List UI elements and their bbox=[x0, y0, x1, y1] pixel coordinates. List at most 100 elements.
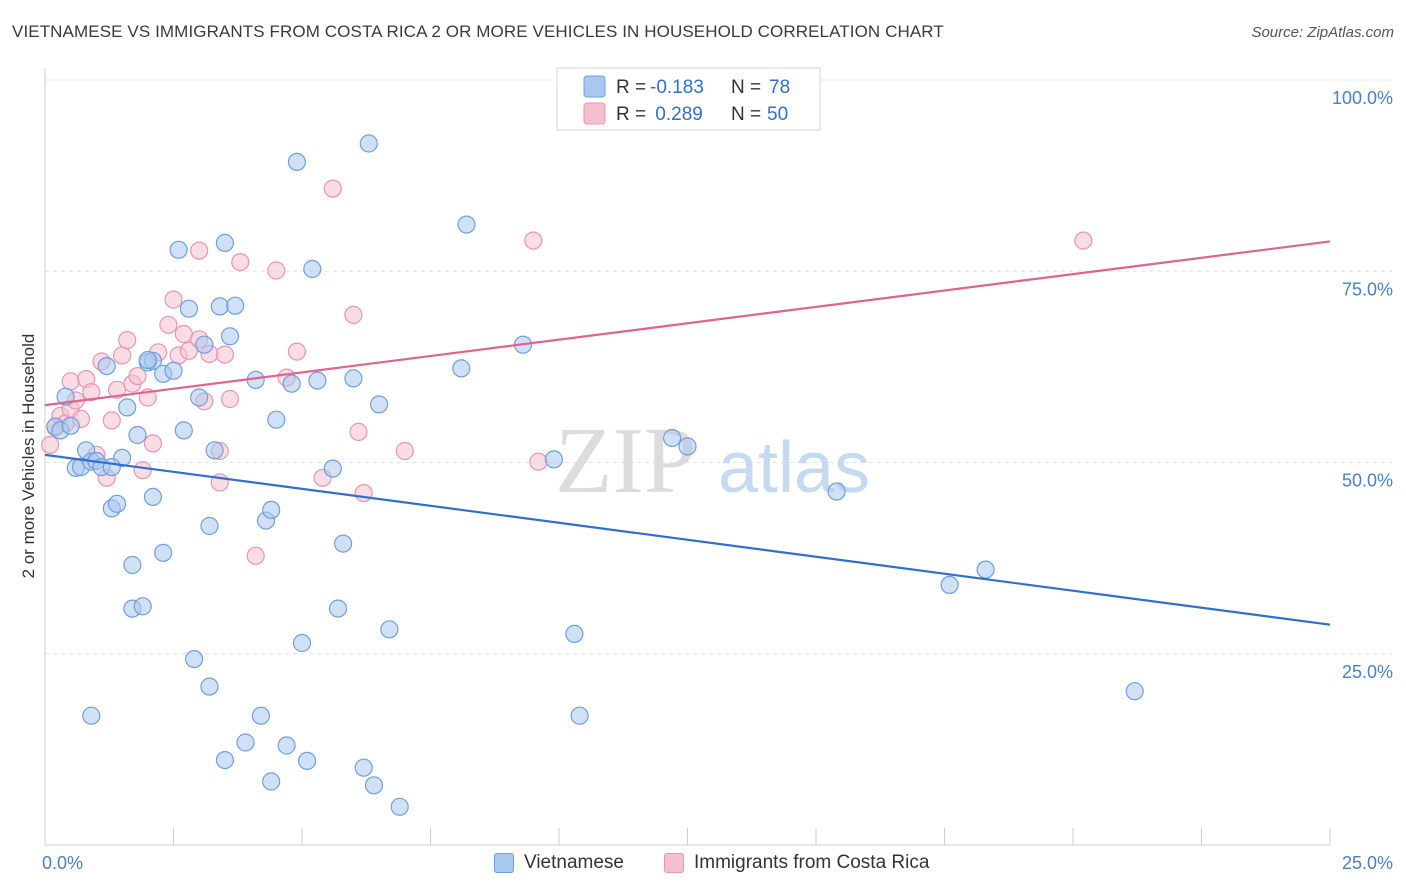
x-tick-labels: 0.0% 25.0% bbox=[42, 853, 1393, 873]
costa-rica-point-13 bbox=[102, 411, 121, 430]
costa-rica-point-41 bbox=[323, 179, 342, 198]
costa-rica-point-45 bbox=[395, 441, 414, 461]
y-tick-labels: 25.0% 50.0% 75.0% 100.0% bbox=[1332, 88, 1393, 682]
trend-lines bbox=[44, 240, 1331, 626]
watermark-atlas: atlas bbox=[718, 428, 870, 508]
vietnamese-point-46 bbox=[277, 736, 296, 755]
vietnamese-point-43 bbox=[262, 772, 281, 791]
axes bbox=[44, 68, 1331, 846]
legend-label-vietnamese: Vietnamese bbox=[524, 852, 624, 873]
costa-rica-point-18 bbox=[128, 367, 147, 386]
vietnamese-point-67 bbox=[565, 624, 584, 644]
costa-rica-point-27 bbox=[179, 341, 198, 360]
y-axis-label: 2 or more Vehicles in Household bbox=[19, 334, 38, 579]
vietnamese-point-56 bbox=[344, 369, 363, 388]
costa-rica-point-24 bbox=[164, 290, 183, 309]
costa-rica-point-37 bbox=[267, 261, 286, 280]
costa-rica-point-15 bbox=[112, 346, 132, 365]
vietnamese-point-58 bbox=[359, 134, 378, 153]
vietnamese-point-73 bbox=[976, 560, 995, 579]
legend-n-value-1: 78 bbox=[769, 77, 790, 98]
legend-n-value-2: 50 bbox=[767, 104, 788, 125]
vietnamese-point-26 bbox=[174, 421, 193, 440]
costa-rica-point-46 bbox=[524, 231, 543, 250]
vietnamese-point-60 bbox=[370, 395, 389, 414]
legend-swatch-costa-rica bbox=[583, 102, 606, 125]
vietnamese-point-62 bbox=[390, 797, 409, 816]
vietnamese-point-66 bbox=[544, 450, 564, 469]
costa-rica-point-39 bbox=[287, 342, 306, 361]
vietnamese-point-53 bbox=[323, 459, 342, 478]
costa-rica-point-0 bbox=[40, 435, 60, 454]
costa-rica-point-23 bbox=[159, 315, 178, 334]
vietnamese-point-27 bbox=[179, 299, 198, 318]
vietnamese-point-30 bbox=[195, 335, 214, 354]
vietnamese-point-74 bbox=[1125, 682, 1144, 701]
vietnamese-point-37 bbox=[220, 327, 240, 346]
costa-rica-point-35 bbox=[231, 253, 250, 272]
vietnamese-point-15 bbox=[123, 555, 142, 575]
legend-n-label-2: N = bbox=[731, 104, 761, 125]
vietnamese-point-10 bbox=[97, 357, 116, 376]
vietnamese-point-36 bbox=[215, 233, 234, 252]
legend-r-value-1: -0.183 bbox=[650, 77, 704, 98]
costa-rica-point-33 bbox=[215, 345, 234, 364]
vietnamese-point-48 bbox=[287, 152, 306, 171]
legend-swatch-vietnamese-bottom bbox=[494, 853, 514, 873]
vietnamese-point-12 bbox=[107, 494, 127, 513]
vietnamese-point-71 bbox=[827, 482, 846, 501]
legend-swatch-costa-rica-bottom bbox=[664, 853, 684, 873]
vietnamese-point-44 bbox=[262, 500, 281, 519]
costa-rica-point-44 bbox=[354, 484, 373, 503]
vietnamese-point-70 bbox=[678, 437, 697, 456]
costa-rica-point-26 bbox=[174, 324, 193, 344]
legend-n-label-1: N = bbox=[731, 77, 761, 98]
vietnamese-point-76 bbox=[102, 458, 121, 477]
costa-rica-point-42 bbox=[344, 305, 363, 324]
watermark: ZIP atlas bbox=[555, 409, 870, 513]
vietnamese-point-14 bbox=[118, 398, 137, 417]
vietnamese-point-51 bbox=[303, 259, 322, 279]
chart-title: VIETNAMESE VS IMMIGRANTS FROM COSTA RICA… bbox=[12, 22, 944, 41]
vietnamese-point-41 bbox=[251, 706, 270, 725]
vietnamese-point-35 bbox=[215, 750, 234, 770]
legend-label-costa-rica: Immigrants from Costa Rica bbox=[694, 852, 930, 873]
source-label: Source: ZipAtlas.com bbox=[1251, 24, 1394, 41]
legend-r-label-1: R = bbox=[616, 77, 646, 98]
grid-lines bbox=[45, 79, 1392, 655]
x-tick-label-max: 25.0% bbox=[1342, 853, 1393, 873]
costa-rica-point-21 bbox=[143, 434, 162, 453]
costa-rica-point-16 bbox=[118, 331, 137, 350]
vietnamese-point-39 bbox=[236, 733, 255, 752]
vietnamese-point-54 bbox=[328, 599, 348, 618]
legend-swatch-vietnamese bbox=[583, 75, 606, 98]
vietnamese-point-34 bbox=[210, 297, 229, 316]
vietnamese-point-64 bbox=[457, 215, 476, 234]
vietnamese-point-55 bbox=[334, 534, 353, 553]
legend-r-label-2: R = bbox=[616, 104, 646, 125]
costa-rica-point-48 bbox=[1074, 231, 1093, 250]
y-tick-label-50: 50.0% bbox=[1342, 471, 1393, 491]
vietnamese-point-22 bbox=[154, 543, 173, 562]
costa-rica-point-36 bbox=[246, 546, 265, 565]
costa-rica-point-9 bbox=[82, 383, 101, 402]
costa-rica-point-49 bbox=[190, 241, 209, 260]
vietnamese-point-25 bbox=[169, 240, 188, 259]
legend-item-vietnamese: Vietnamese bbox=[494, 852, 624, 874]
bottom-legend: Vietnamese Immigrants from Costa Rica bbox=[0, 852, 1406, 878]
y-tick-label-25: 25.0% bbox=[1342, 662, 1393, 682]
stats-legend: R = -0.183 N = 78 R = 0.289 N = 50 bbox=[556, 67, 821, 131]
vietnamese-point-75 bbox=[82, 706, 101, 725]
vietnamese-point-33 bbox=[205, 441, 224, 460]
vietnamese-point-21 bbox=[143, 487, 162, 506]
vietnamese-point-63 bbox=[452, 359, 471, 378]
vietnamese-point-31 bbox=[200, 677, 219, 696]
vietnamese-point-61 bbox=[380, 620, 399, 639]
vietnamese-point-49 bbox=[292, 633, 312, 653]
y-tick-label-75: 75.0% bbox=[1342, 279, 1393, 299]
costa-rica-point-4 bbox=[61, 372, 80, 391]
costa-rica-point-14 bbox=[107, 380, 127, 399]
vietnamese-point-28 bbox=[185, 649, 204, 669]
vietnamese-point-72 bbox=[940, 575, 959, 595]
